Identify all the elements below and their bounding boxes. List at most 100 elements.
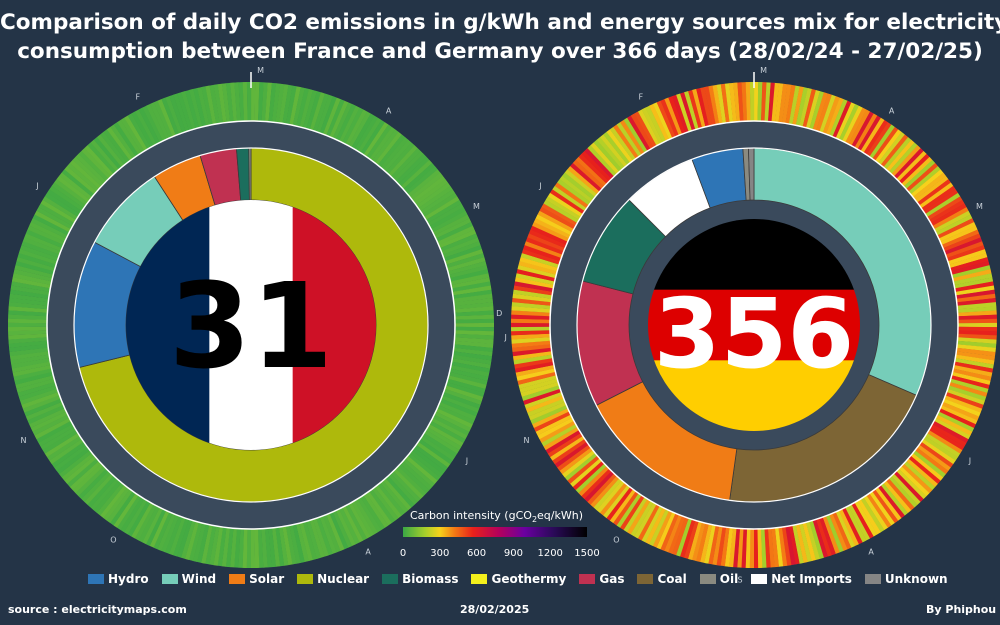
daily-intensity-segment (883, 480, 912, 514)
daily-intensity-segment (888, 142, 918, 175)
daily-intensity-segment (512, 344, 552, 353)
daily-intensity-segment (898, 153, 930, 185)
daily-intensity-segment (514, 277, 554, 289)
daily-intensity-segment (938, 408, 976, 429)
daily-intensity-segment (59, 450, 93, 478)
daily-intensity-segment (268, 82, 277, 123)
daily-intensity-segment (798, 523, 812, 563)
month-label: M (760, 66, 767, 75)
daily-intensity-segment (825, 97, 844, 136)
daily-intensity-segment (684, 91, 699, 130)
colorbar-tick-label: 900 (504, 548, 523, 559)
daily-intensity-segment (949, 378, 989, 394)
daily-intensity-segment (9, 293, 49, 303)
daily-intensity-segment (423, 430, 460, 454)
daily-intensity-segment (745, 82, 751, 122)
daily-intensity-segment (242, 82, 248, 122)
daily-intensity-segment (941, 229, 980, 249)
legend-swatch (229, 574, 246, 584)
daily-intensity-segment (946, 388, 985, 406)
daily-intensity-segment (944, 237, 983, 255)
daily-intensity-segment (957, 318, 997, 324)
daily-intensity-segment (246, 528, 251, 568)
daily-intensity-segment (40, 199, 77, 223)
colorbar-tick-label: 1500 (574, 548, 599, 559)
daily-intensity-segment (383, 139, 412, 172)
daily-intensity-segment (935, 414, 973, 436)
daily-intensity-segment (10, 289, 50, 299)
daily-intensity-segment (299, 88, 314, 128)
daily-intensity-segment (860, 497, 885, 533)
daily-intensity-segment (513, 289, 553, 299)
daily-intensity-segment (888, 475, 918, 508)
daily-intensity-segment (757, 528, 763, 568)
daily-intensity-segment (251, 82, 256, 122)
daily-intensity-segment (434, 218, 472, 239)
daily-intensity-segment (567, 455, 600, 484)
daily-intensity-segment (42, 196, 79, 220)
daily-intensity-segment (648, 508, 670, 546)
daily-intensity-segment (32, 214, 70, 236)
daily-intensity-segment (809, 91, 825, 130)
daily-intensity-segment (848, 504, 871, 541)
daily-intensity-segment (514, 361, 554, 373)
daily-intensity-segment (716, 84, 727, 124)
daily-intensity-segment (517, 264, 557, 279)
daily-intensity-segment (932, 207, 969, 230)
daily-intensity-segment (453, 293, 493, 303)
month-label: O (613, 536, 619, 545)
daily-intensity-segment (420, 435, 455, 461)
daily-intensity-segment (535, 414, 573, 436)
month-label: D (496, 309, 502, 318)
daily-intensity-segment (369, 126, 396, 161)
daily-intensity-segment (10, 354, 50, 365)
daily-intensity-segment (741, 82, 748, 122)
daily-intensity-segment (416, 182, 451, 209)
daily-intensity-segment (209, 84, 220, 124)
daily-intensity-segment (435, 221, 473, 242)
daily-intensity-segment (528, 401, 567, 421)
daily-intensity-segment (792, 86, 804, 126)
daily-intensity-segment (519, 378, 559, 393)
daily-intensity-segment (613, 124, 639, 159)
daily-intensity-segment (860, 117, 885, 153)
daily-intensity-segment (36, 420, 73, 443)
daily-intensity-segment (439, 233, 478, 252)
daily-intensity-segment (454, 322, 494, 328)
daily-intensity-segment (524, 241, 563, 258)
daily-intensity-segment (893, 148, 924, 180)
daily-intensity-segment (87, 142, 117, 175)
daily-intensity-segment (142, 507, 163, 545)
daily-intensity-segment (957, 310, 997, 317)
daily-intensity-segment (877, 484, 905, 519)
daily-intensity-segment (593, 139, 623, 172)
daily-intensity-segment (42, 429, 78, 454)
daily-intensity-segment (120, 117, 145, 153)
daily-intensity-segment (357, 117, 382, 153)
daily-intensity-segment (205, 525, 217, 565)
daily-intensity-segment (842, 105, 863, 143)
daily-intensity-segment (946, 245, 985, 262)
daily-intensity-segment (326, 513, 345, 551)
daily-intensity-segment (374, 131, 402, 166)
daily-intensity-segment (106, 489, 133, 524)
daily-intensity-segment (398, 156, 430, 187)
legend-swatch (579, 574, 596, 584)
daily-intensity-segment (418, 438, 453, 465)
daily-intensity-segment (854, 500, 878, 537)
daily-intensity-segment (930, 423, 967, 447)
legend-item: Net Imports (751, 572, 852, 586)
legend-swatch (637, 574, 654, 584)
month-label: A (889, 106, 895, 115)
daily-intensity-segment (603, 131, 631, 166)
daily-intensity-segment (652, 102, 673, 140)
daily-intensity-segment (955, 285, 995, 296)
daily-intensity-segment (785, 526, 796, 566)
month-label: A (386, 106, 392, 115)
daily-intensity-segment (322, 514, 341, 553)
daily-intensity-segment (691, 522, 706, 562)
daily-intensity-segment (866, 122, 892, 157)
daily-intensity-segment (21, 241, 60, 258)
daily-intensity-segment (27, 225, 65, 245)
daily-intensity-segment (393, 468, 424, 500)
